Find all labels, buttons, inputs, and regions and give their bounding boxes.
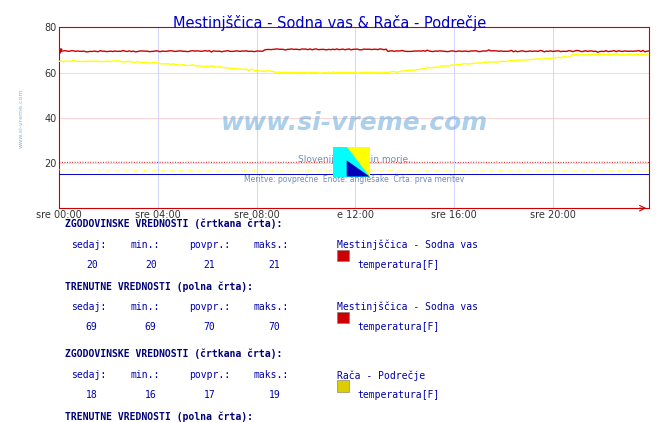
Text: sedaj:: sedaj:	[71, 370, 106, 380]
Text: povpr.:: povpr.:	[189, 302, 230, 312]
Text: maks.:: maks.:	[254, 240, 289, 250]
Text: min.:: min.:	[130, 302, 159, 312]
Text: ZGODOVINSKE VREDNOSTI (črtkana črta):: ZGODOVINSKE VREDNOSTI (črtkana črta):	[65, 349, 283, 359]
Polygon shape	[347, 160, 370, 176]
Text: 20: 20	[145, 260, 157, 270]
Text: TRENUTNE VREDNOSTI (polna črta):: TRENUTNE VREDNOSTI (polna črta):	[65, 412, 253, 422]
Text: maks.:: maks.:	[254, 302, 289, 312]
Text: temperatura[F]: temperatura[F]	[357, 322, 440, 332]
Polygon shape	[347, 147, 370, 176]
Text: Mestinjščica - Sodna vas: Mestinjščica - Sodna vas	[337, 302, 478, 312]
Text: 69: 69	[86, 322, 98, 332]
Text: min.:: min.:	[130, 240, 159, 250]
Text: www.si-vreme.com: www.si-vreme.com	[18, 88, 24, 148]
Text: temperatura[F]: temperatura[F]	[357, 390, 440, 400]
Text: Slovenija / reke in morje.: Slovenija / reke in morje.	[298, 155, 411, 164]
Text: 20: 20	[86, 260, 98, 270]
Bar	[337, 380, 349, 392]
Text: 17: 17	[204, 390, 215, 400]
Text: Mestinjščica - Sodna vas: Mestinjščica - Sodna vas	[337, 240, 478, 250]
Bar	[333, 147, 370, 176]
Text: temperatura[F]: temperatura[F]	[357, 260, 440, 270]
Text: 18: 18	[86, 390, 98, 400]
Text: sedaj:: sedaj:	[71, 240, 106, 250]
Text: min.:: min.:	[130, 370, 159, 380]
Text: 21: 21	[269, 260, 281, 270]
Text: maks.:: maks.:	[254, 370, 289, 380]
Text: Rača - Podrečje: Rača - Podrečje	[337, 370, 424, 381]
Text: Mestinjščica - Sodna vas & Rača - Podrečje: Mestinjščica - Sodna vas & Rača - Podreč…	[173, 15, 486, 31]
Text: 69: 69	[145, 322, 157, 332]
Text: povpr.:: povpr.:	[189, 370, 230, 380]
Text: sedaj:: sedaj:	[71, 302, 106, 312]
Text: 16: 16	[145, 390, 157, 400]
Bar	[337, 250, 349, 261]
Text: www.si-vreme.com: www.si-vreme.com	[221, 111, 488, 135]
Text: 70: 70	[204, 322, 215, 332]
Text: ZGODOVINSKE VREDNOSTI (črtkana črta):: ZGODOVINSKE VREDNOSTI (črtkana črta):	[65, 218, 283, 229]
Text: 21: 21	[204, 260, 215, 270]
Text: 70: 70	[269, 322, 281, 332]
Text: TRENUTNE VREDNOSTI (polna črta):: TRENUTNE VREDNOSTI (polna črta):	[65, 281, 253, 292]
Text: 19: 19	[269, 390, 281, 400]
Text: povpr.:: povpr.:	[189, 240, 230, 250]
Text: Meritve: povprečne  Enote: anglešake  Črta: prva meritev: Meritve: povprečne Enote: anglešake Črta…	[244, 174, 465, 184]
Bar	[337, 312, 349, 323]
